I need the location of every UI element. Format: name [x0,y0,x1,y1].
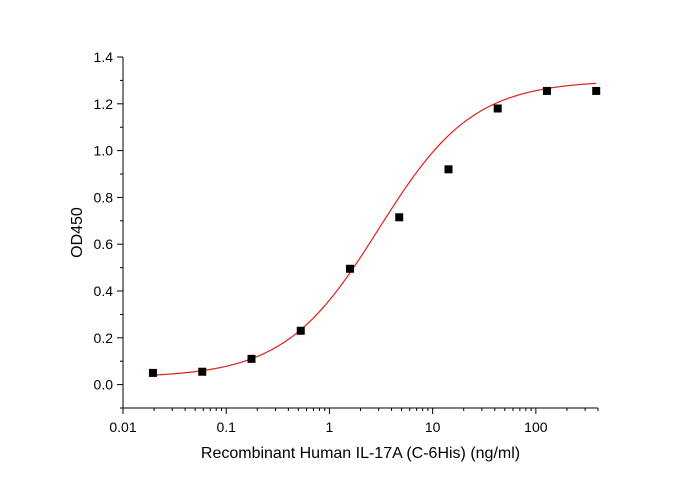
data-point [444,165,453,174]
y-tick-label: 1.2 [94,96,114,112]
data-points-layer [148,86,601,377]
y-tick-label: 0.4 [94,283,114,299]
x-tick-label: 100 [524,419,548,435]
x-axis-ticks: 0.01 0.1 1 10 100 [109,408,599,435]
data-point [395,213,404,222]
data-point [592,86,601,95]
data-point [296,326,305,335]
x-tick-label: 0.1 [216,419,236,435]
plot-frame [122,57,598,409]
data-point [493,104,502,113]
y-tick-label: 1.4 [94,49,114,65]
y-tick-label: 1.0 [94,143,114,159]
data-point [198,367,207,376]
x-tick-label: 0.01 [109,419,136,435]
data-point [148,368,157,377]
x-tick-label: 10 [425,419,441,435]
y-tick-label: 0.2 [94,330,114,346]
y-axis-ticks: 0.0 0.2 0.4 0.6 0.8 1.0 1.2 1.4 [94,49,123,409]
y-axis-title: OD450 [69,207,86,258]
y-tick-label: 0.8 [94,189,114,205]
y-tick-label: 0.6 [94,236,114,252]
x-tick-label: 1 [326,419,334,435]
data-point [247,354,256,363]
x-axis-title: Recombinant Human IL-17A (C-6His) (ng/ml… [201,445,520,462]
y-tick-label: 0.0 [94,377,114,393]
data-point [542,86,551,95]
fit-curve-layer [152,82,597,376]
fit-curve-line [152,82,597,376]
data-point [345,264,354,273]
